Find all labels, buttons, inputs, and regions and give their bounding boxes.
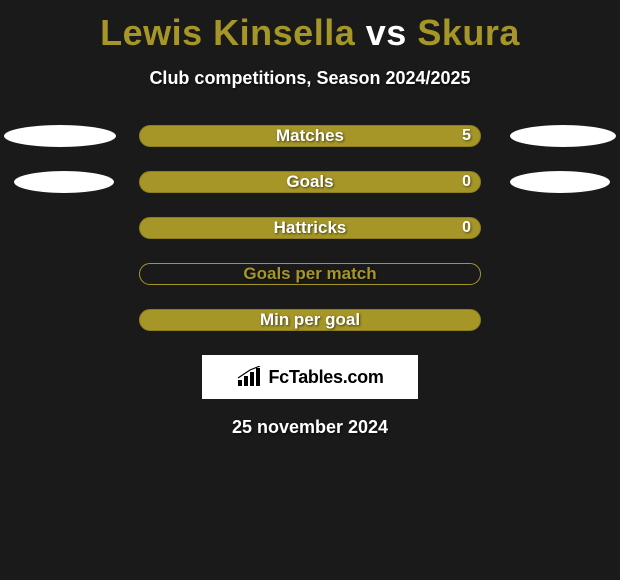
stat-row: Matches 5 xyxy=(0,125,620,147)
stat-value: 5 xyxy=(462,127,471,145)
subtitle: Club competitions, Season 2024/2025 xyxy=(0,68,620,89)
title-player1: Lewis Kinsella xyxy=(100,12,355,53)
stat-label: Min per goal xyxy=(260,310,360,330)
stat-bar-goals-per-match: Goals per match xyxy=(139,263,481,285)
stat-bar-goals: Goals 0 xyxy=(139,171,481,193)
stats-container: Matches 5 Goals 0 Hattricks 0 Goals per … xyxy=(0,125,620,331)
logo-text: FcTables.com xyxy=(268,367,383,388)
stat-bar-hattricks: Hattricks 0 xyxy=(139,217,481,239)
stat-bar-matches: Matches 5 xyxy=(139,125,481,147)
stat-value: 0 xyxy=(462,173,471,191)
stat-label: Matches xyxy=(276,126,344,146)
stat-row: Min per goal xyxy=(0,309,620,331)
date-text: 25 november 2024 xyxy=(0,417,620,438)
stat-label: Hattricks xyxy=(274,218,347,238)
stat-row: Hattricks 0 xyxy=(0,217,620,239)
bar-chart-icon xyxy=(236,366,262,388)
page-title: Lewis Kinsella vs Skura xyxy=(0,0,620,54)
stat-value: 0 xyxy=(462,219,471,237)
title-player2: Skura xyxy=(417,12,520,53)
title-vs: vs xyxy=(366,12,407,53)
stat-bar-min-per-goal: Min per goal xyxy=(139,309,481,331)
stat-row: Goals per match xyxy=(0,263,620,285)
stat-row: Goals 0 xyxy=(0,171,620,193)
logo-box[interactable]: FcTables.com xyxy=(202,355,418,399)
stat-label: Goals per match xyxy=(243,264,376,284)
stat-label: Goals xyxy=(286,172,333,192)
